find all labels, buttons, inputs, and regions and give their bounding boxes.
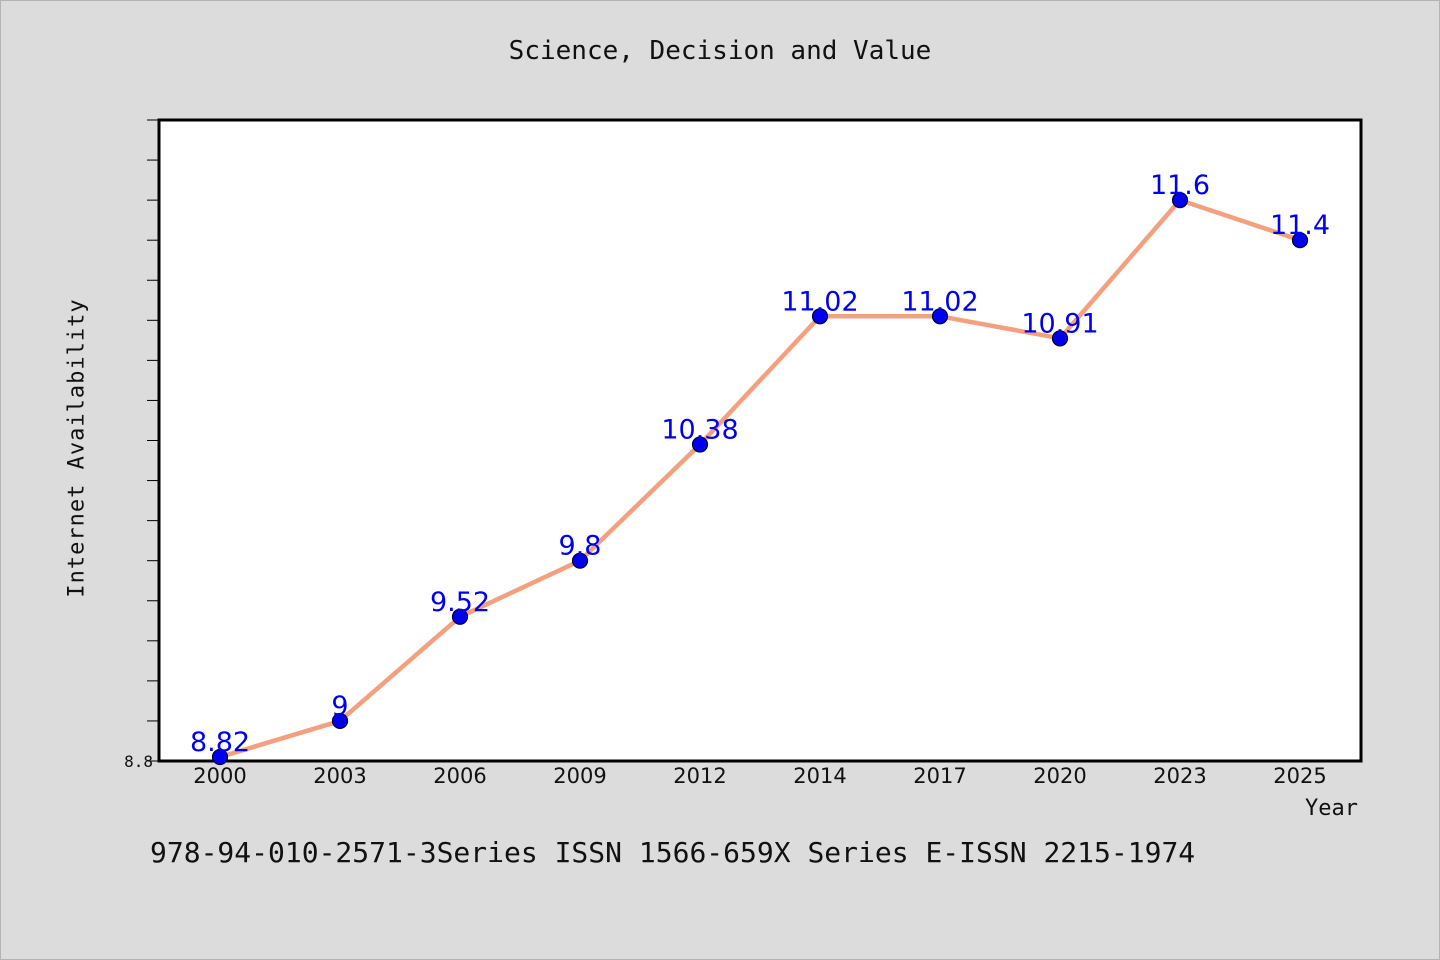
data-point xyxy=(451,608,469,625)
data-point xyxy=(1051,330,1069,347)
y-tick-label: 8.8 xyxy=(124,752,153,771)
data-point xyxy=(691,436,709,453)
data-label: 9.52 xyxy=(430,587,490,618)
x-tick-label: 2012 xyxy=(673,764,726,788)
series-line xyxy=(219,197,1301,760)
y-axis-tick-labels: 8.8 xyxy=(124,752,153,771)
series-line-group xyxy=(219,197,1301,760)
data-point xyxy=(931,308,949,325)
data-label: 11.4 xyxy=(1270,210,1330,241)
x-tick-label: 2006 xyxy=(433,764,486,788)
data-point xyxy=(571,552,589,569)
x-tick-label: 2009 xyxy=(553,764,606,788)
data-point xyxy=(1171,192,1189,209)
data-point xyxy=(331,712,349,730)
x-tick-label: 2025 xyxy=(1273,764,1326,788)
chart-title: Science, Decision and Value xyxy=(508,36,932,66)
data-label: 10.38 xyxy=(661,415,738,446)
x-tick-label: 2014 xyxy=(793,764,846,788)
data-point xyxy=(1291,232,1309,249)
data-label: 11.6 xyxy=(1150,170,1210,201)
x-axis-tick-labels: 2000 2003 2006 2009 2012 2014 2017 2020 2023 2025 xyxy=(193,764,1326,788)
x-tick-label: 2023 xyxy=(1153,764,1206,788)
x-tick-label: 2003 xyxy=(313,764,366,788)
data-point xyxy=(211,748,229,766)
data-label: 8.82 xyxy=(190,727,250,758)
data-label: 11.02 xyxy=(901,286,978,317)
x-axis-label: Year xyxy=(1305,796,1358,821)
data-label: 11.02 xyxy=(781,286,858,317)
data-label: 9.8 xyxy=(559,531,602,562)
data-label: 9 xyxy=(331,691,348,722)
y-axis-ticks xyxy=(147,119,159,762)
data-point xyxy=(811,308,829,325)
series-markers-group xyxy=(211,192,1309,766)
x-tick-label: 2020 xyxy=(1033,764,1086,788)
data-label: 10.91 xyxy=(1021,308,1098,339)
x-tick-label: 2000 xyxy=(193,764,246,788)
plot-area xyxy=(157,118,1363,763)
footer-isbn-issn: 978-94-010-2571-3Series ISSN 1566-659X S… xyxy=(150,836,1196,869)
data-labels-group: 8.82 9 9.52 9.8 10.38 11.02 11.02 10.91 11.6 11.4 xyxy=(190,170,1330,758)
x-tick-label: 2017 xyxy=(913,764,966,788)
